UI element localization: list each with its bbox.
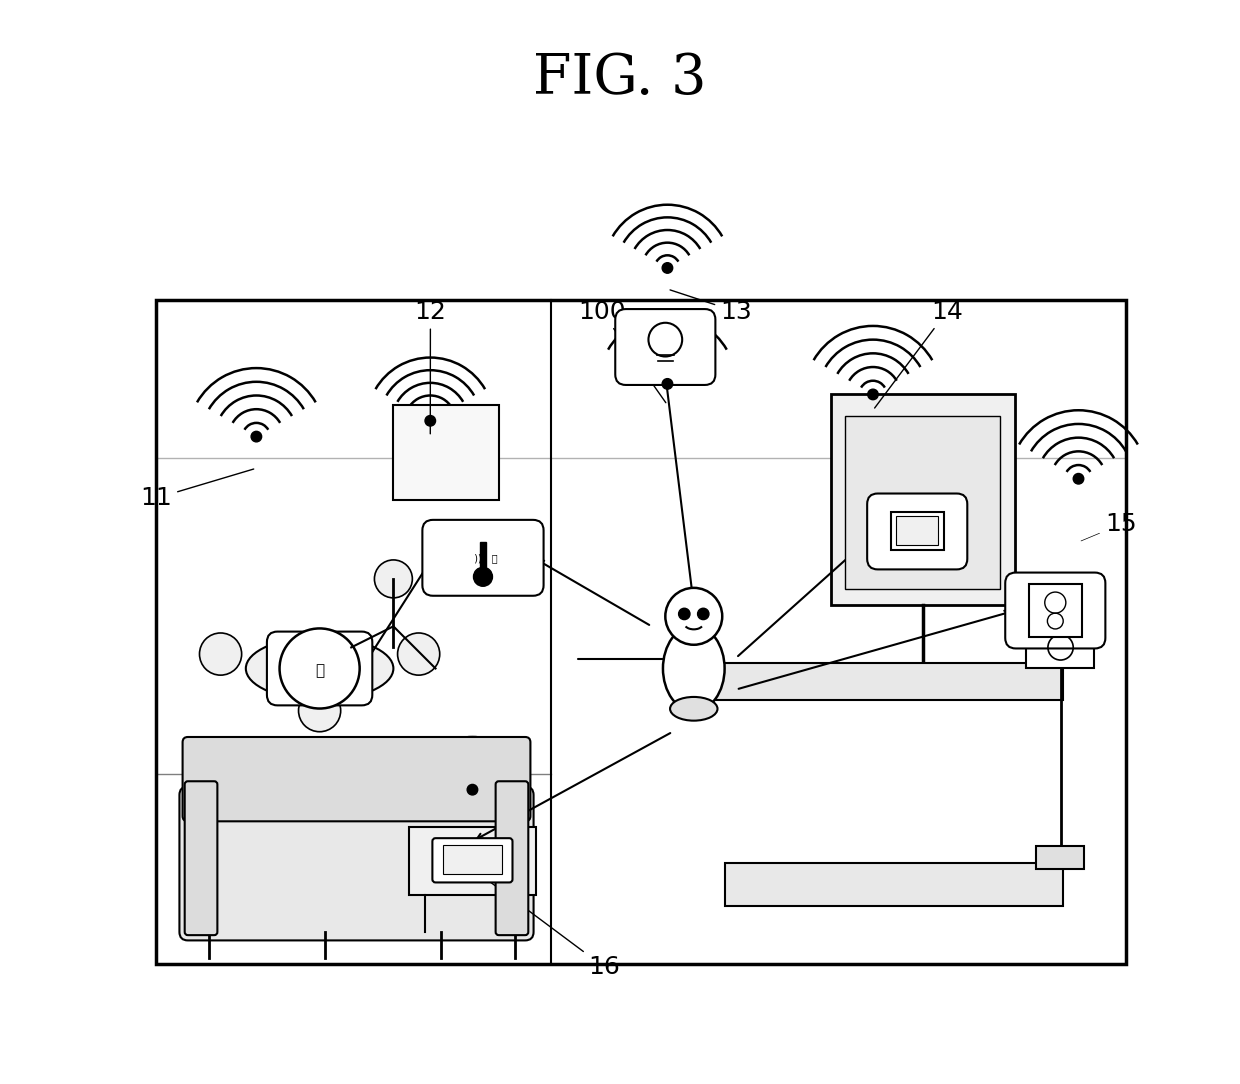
Circle shape <box>250 431 262 442</box>
Ellipse shape <box>299 689 341 732</box>
FancyBboxPatch shape <box>867 493 967 569</box>
Circle shape <box>678 608 689 620</box>
Circle shape <box>425 415 435 426</box>
Bar <box>1037 846 1084 868</box>
Bar <box>409 827 536 895</box>
Text: 12: 12 <box>414 299 446 434</box>
Ellipse shape <box>200 633 242 675</box>
Bar <box>890 513 944 551</box>
Text: 🍺: 🍺 <box>315 663 324 679</box>
Bar <box>1025 590 1094 669</box>
Bar <box>480 542 486 577</box>
Bar <box>393 405 498 500</box>
Bar <box>156 299 1126 964</box>
Circle shape <box>467 785 477 795</box>
Bar <box>1029 584 1081 637</box>
Bar <box>725 864 1063 905</box>
Text: 13: 13 <box>670 289 751 323</box>
Circle shape <box>1074 474 1084 485</box>
Ellipse shape <box>246 637 393 700</box>
Text: 15: 15 <box>1081 513 1137 541</box>
Circle shape <box>662 378 672 389</box>
FancyBboxPatch shape <box>423 520 543 596</box>
Text: FIG. 3: FIG. 3 <box>533 51 707 105</box>
Circle shape <box>374 560 413 598</box>
Circle shape <box>279 629 360 709</box>
Bar <box>714 663 1063 700</box>
FancyBboxPatch shape <box>182 737 531 822</box>
Circle shape <box>666 588 722 645</box>
Circle shape <box>474 567 492 586</box>
Circle shape <box>662 262 672 273</box>
FancyBboxPatch shape <box>496 782 528 935</box>
Text: 11: 11 <box>140 469 254 511</box>
FancyBboxPatch shape <box>180 787 533 941</box>
Bar <box>443 846 502 874</box>
Bar <box>831 395 1016 605</box>
Text: 14: 14 <box>874 299 962 408</box>
Ellipse shape <box>663 625 724 711</box>
Text: 16: 16 <box>475 870 620 979</box>
FancyBboxPatch shape <box>267 632 372 706</box>
Circle shape <box>698 608 709 620</box>
Bar <box>897 516 939 545</box>
Circle shape <box>868 389 878 400</box>
Text: )))  🌡: ))) 🌡 <box>469 553 497 563</box>
FancyBboxPatch shape <box>615 309 715 385</box>
Text: 100: 100 <box>578 299 666 403</box>
FancyBboxPatch shape <box>1006 572 1105 648</box>
Ellipse shape <box>398 633 440 675</box>
Ellipse shape <box>670 697 718 721</box>
FancyBboxPatch shape <box>433 838 512 882</box>
FancyBboxPatch shape <box>185 782 217 935</box>
Bar <box>844 415 1001 590</box>
